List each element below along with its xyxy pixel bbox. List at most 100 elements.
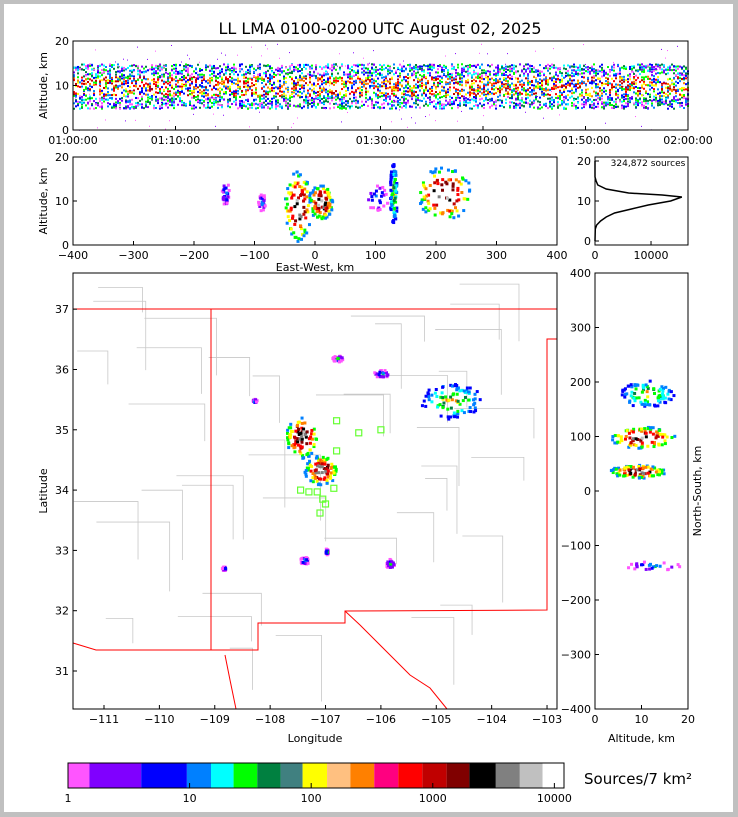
density-cell	[665, 68, 667, 71]
density-cell	[457, 104, 459, 107]
density-cell	[547, 93, 549, 96]
density-cell	[595, 70, 597, 73]
density-cell	[483, 71, 485, 74]
density-cell	[229, 85, 231, 88]
density-cell	[425, 89, 427, 92]
density-cell	[145, 65, 147, 68]
density-cell	[157, 99, 159, 102]
density-cell	[103, 86, 105, 89]
density-cell	[483, 115, 484, 117]
density-cell	[631, 97, 633, 100]
density-cell	[265, 95, 267, 98]
density-cell	[467, 98, 469, 101]
density-cell	[105, 65, 107, 68]
density-cell	[215, 76, 217, 79]
density-cell	[385, 92, 387, 95]
density-cell	[587, 68, 589, 71]
density-cell	[457, 82, 459, 85]
density-cell	[193, 96, 195, 99]
density-cell	[199, 73, 201, 76]
density-cell	[631, 87, 633, 90]
density-cell	[505, 68, 507, 71]
density-cell	[565, 86, 567, 89]
density-cell	[201, 79, 203, 82]
density-cell	[153, 81, 155, 84]
density-cell	[77, 104, 79, 107]
density-cell	[603, 90, 605, 93]
density-cell	[653, 69, 655, 72]
density-cell	[553, 87, 555, 90]
density-cell	[185, 80, 187, 83]
density-cell	[131, 69, 133, 72]
density-cell	[381, 74, 383, 77]
density-cell	[117, 70, 119, 73]
density-cell	[300, 232, 304, 236]
density-cell	[511, 89, 513, 92]
density-cell	[611, 65, 613, 68]
county-boundary	[425, 478, 448, 511]
density-cell	[401, 96, 403, 99]
density-cell	[303, 87, 305, 90]
density-cell	[225, 54, 226, 56]
density-cell	[641, 104, 643, 107]
density-cell	[179, 100, 181, 103]
density-cell	[151, 68, 153, 71]
density-cell	[517, 70, 519, 73]
density-cell	[571, 79, 573, 82]
density-cell	[635, 74, 637, 77]
density-cell	[261, 76, 263, 79]
density-cell	[507, 80, 509, 83]
density-cell	[323, 78, 325, 81]
density-cell	[324, 213, 328, 217]
density-cell	[505, 79, 507, 82]
density-cell	[201, 95, 203, 98]
density-cell	[175, 70, 177, 73]
density-cell	[625, 93, 627, 96]
density-cell	[491, 77, 493, 80]
density-cell	[475, 97, 477, 100]
density-cell	[177, 81, 179, 84]
density-cell	[609, 97, 611, 100]
density-cell	[289, 68, 291, 71]
density-cell	[141, 79, 143, 82]
density-cell	[455, 91, 457, 94]
density-cell	[109, 94, 111, 97]
density-cell	[457, 198, 461, 202]
density-cell	[539, 96, 541, 99]
density-cell	[495, 86, 497, 89]
density-cell	[483, 78, 485, 81]
density-cell	[653, 84, 655, 87]
density-cell	[611, 98, 613, 101]
density-cell	[431, 76, 433, 79]
density-cell	[479, 90, 481, 93]
density-cell	[279, 105, 281, 108]
density-cell	[339, 98, 341, 101]
density-cell	[191, 75, 192, 77]
density-cell	[133, 75, 135, 78]
density-cell	[235, 94, 237, 97]
density-cell	[555, 87, 557, 90]
density-cell	[149, 125, 150, 127]
density-cell	[509, 88, 511, 91]
density-cell	[392, 186, 396, 190]
density-cell	[263, 97, 265, 100]
density-cell	[605, 101, 607, 104]
density-cell	[587, 78, 589, 81]
density-cell	[399, 68, 401, 71]
density-cell	[159, 105, 161, 108]
density-cell	[641, 94, 643, 97]
density-cell	[323, 66, 325, 69]
density-cell	[495, 104, 497, 107]
density-cell	[123, 80, 125, 83]
density-cell	[583, 96, 585, 99]
density-cell	[425, 103, 427, 106]
density-cell	[633, 102, 635, 105]
density-cell	[461, 110, 462, 112]
density-cell	[599, 80, 601, 83]
density-cell	[439, 64, 441, 67]
density-cell	[267, 69, 269, 72]
density-cell	[177, 79, 179, 82]
density-cell	[147, 106, 149, 109]
density-cell	[595, 83, 597, 86]
density-cell	[147, 99, 149, 102]
